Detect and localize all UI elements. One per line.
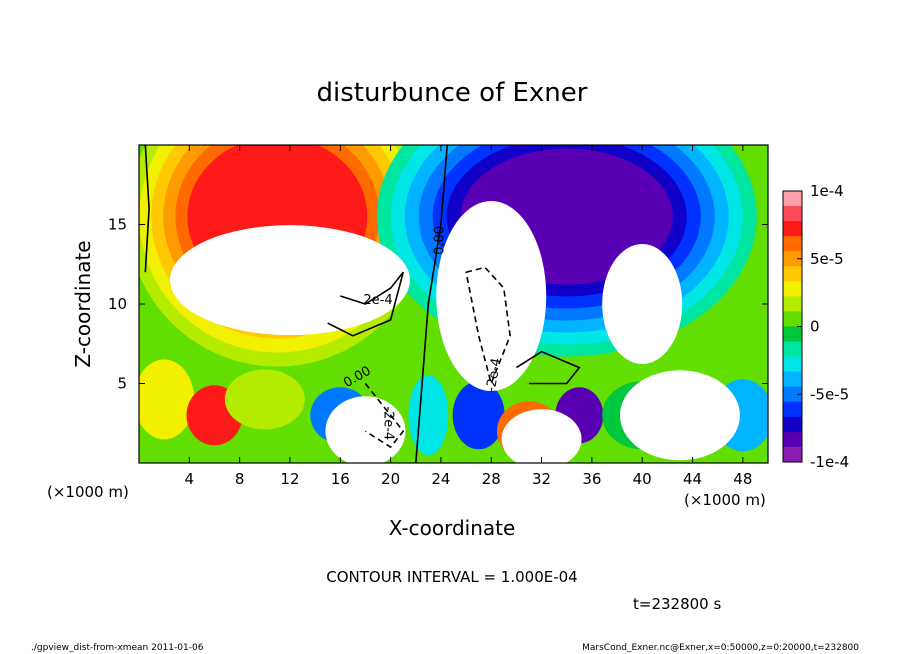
x-tick-label: 40 <box>633 470 652 488</box>
contour-line-2 <box>465 266 511 387</box>
contour-label-1: 2e-4 <box>363 293 392 308</box>
footer-left: ./gpview_dist-from-xmean 2011-01-06 <box>31 643 204 653</box>
x-tick-label: 12 <box>280 470 299 488</box>
colorbar-tick-label: 5e-5 <box>810 250 844 268</box>
x-tick-label: 48 <box>733 470 752 488</box>
x-tick-label: 16 <box>331 470 350 488</box>
field-out-of-range <box>325 396 406 463</box>
colorbar-swatch <box>783 371 802 388</box>
contour-line-5 <box>144 145 150 273</box>
colorbar-swatch <box>783 281 802 297</box>
time-label: t=232800 s <box>633 595 721 613</box>
colorbar-tick-label: -5e-5 <box>810 385 849 403</box>
colorbar-swatch <box>783 266 802 282</box>
colorbar-swatch <box>783 251 802 267</box>
colorbar-swatch <box>783 311 802 327</box>
field-out-of-range <box>501 409 582 463</box>
colorbar-swatch <box>783 416 802 433</box>
colorbar <box>783 191 802 463</box>
colorbar-swatch <box>783 401 802 418</box>
y-axis-label: Z-coordinate <box>71 240 95 367</box>
contour-line-1 <box>327 271 404 337</box>
y-tick-label: 5 <box>117 375 127 393</box>
colorbar-swatch <box>783 221 802 237</box>
colorbar-swatch <box>783 191 802 207</box>
field-out-of-range <box>619 370 740 461</box>
colorbar-swatch <box>783 446 802 463</box>
field-lowlevel-cell <box>224 369 305 430</box>
x-tick-label: 36 <box>582 470 601 488</box>
colorbar-swatch <box>783 431 802 448</box>
contour-line-4 <box>515 350 581 385</box>
x-axis-label: X-coordinate <box>389 516 516 540</box>
x-unit-left: (×1000 m) <box>47 483 129 501</box>
footer-right: MarsCond_Exner.nc@Exner,x=0:50000,z=0:20… <box>582 643 859 653</box>
colorbar-tick-label: -1e-4 <box>810 453 849 471</box>
colorbar-swatch <box>783 296 802 312</box>
x-tick-label: 20 <box>381 470 400 488</box>
x-tick-label: 44 <box>683 470 702 488</box>
x-tick-label: 28 <box>482 470 501 488</box>
field-lowlevel-cell <box>452 381 505 450</box>
contour-plot <box>139 145 768 463</box>
contour-label-0: 0.00 <box>432 226 447 255</box>
colorbar-swatch <box>783 206 802 222</box>
x-tick-label: 24 <box>431 470 450 488</box>
contour-interval: CONTOUR INTERVAL = 1.000E-04 <box>326 568 577 586</box>
field-out-of-range <box>169 225 410 336</box>
contour-label-4: -2e-4 <box>484 357 505 393</box>
contour-line-3 <box>364 383 405 449</box>
colorbar-swatch <box>783 326 802 343</box>
colorbar-tick-label: 0 <box>810 318 820 336</box>
contour-label-2: -2e-4 <box>380 406 395 440</box>
colorbar-swatch <box>783 386 802 403</box>
x-tick-label: 4 <box>185 470 195 488</box>
x-tick-label: 8 <box>235 470 245 488</box>
y-tick-label: 10 <box>108 295 127 313</box>
field-out-of-range <box>602 244 683 364</box>
chart-title: disturbunce of Exner <box>317 78 588 108</box>
field-out-of-range <box>436 201 547 392</box>
colorbar-swatch <box>783 356 802 373</box>
colorbar-swatch <box>783 341 802 358</box>
colorbar-swatch <box>783 236 802 252</box>
x-unit-right: (×1000 m) <box>684 491 766 509</box>
contour-line-0 <box>415 145 448 463</box>
y-tick-label: 15 <box>108 216 127 234</box>
field-lowlevel-cell <box>408 375 449 456</box>
x-tick-label: 32 <box>532 470 551 488</box>
field-lowlevel-cell <box>139 359 195 440</box>
colorbar-tick-label: 1e-4 <box>810 182 844 200</box>
